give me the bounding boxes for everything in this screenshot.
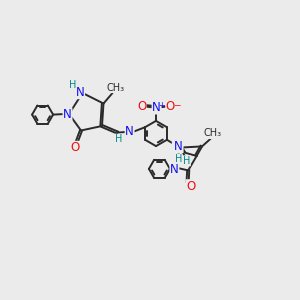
Text: N: N [76,85,85,99]
Text: N: N [63,108,72,121]
Text: O: O [137,100,146,113]
Text: +: + [158,101,165,110]
Text: H: H [69,80,76,90]
Text: H: H [115,134,122,144]
Text: O: O [166,100,175,113]
Text: O: O [70,141,80,154]
Text: N: N [174,140,183,153]
Text: N: N [172,138,181,152]
Text: N: N [170,163,179,176]
Text: N: N [125,124,134,138]
Text: CH₃: CH₃ [204,128,222,139]
Text: H: H [183,156,190,166]
Text: H: H [175,154,182,164]
Text: −: − [173,100,180,109]
Text: N: N [152,101,161,114]
Text: CH₃: CH₃ [106,82,124,93]
Text: O: O [186,180,195,193]
